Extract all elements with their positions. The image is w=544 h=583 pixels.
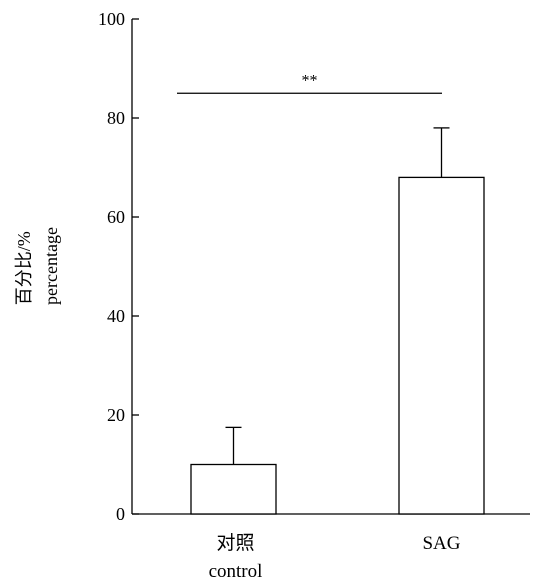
x-category-sublabel: control [209,561,263,582]
y-tick-label: 60 [107,207,125,227]
bar-control [190,463,277,515]
y-tick-label: 0 [116,504,125,524]
y-tick-label: 40 [107,306,125,326]
y-axis-label: 百分比/% percentage [14,227,61,306]
y-axis-label-line-2: percentage [41,227,61,305]
x-category-label: SAG [422,533,460,554]
y-tick-label: 20 [107,405,125,425]
bars [190,176,485,515]
y-ticks: 0 20 40 60 80 100 [98,9,139,524]
y-axis-label-line-1: 百分比/% [14,231,34,305]
y-tick-label: 100 [98,9,125,29]
error-bars [225,127,450,465]
y-tick-label: 80 [107,108,125,128]
significance-label: ** [302,72,318,89]
significance-annotation: ** [177,72,442,94]
category-labels: 对照 control SAG [209,532,461,582]
x-category-label: 对照 [216,532,254,554]
bar-sag [398,176,485,515]
